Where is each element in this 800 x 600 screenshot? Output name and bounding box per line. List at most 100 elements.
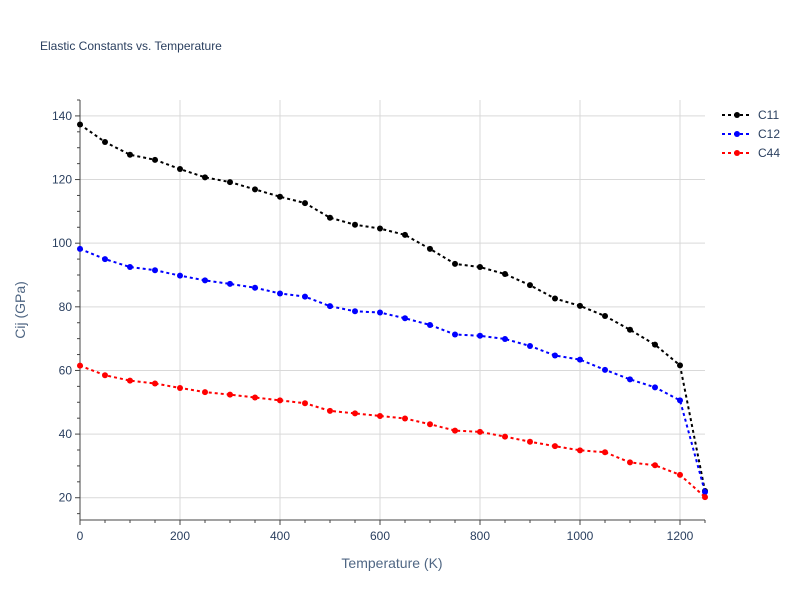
data-point-c44[interactable] — [327, 407, 333, 414]
data-point-c11[interactable] — [452, 260, 458, 267]
data-point-c44[interactable] — [677, 471, 683, 478]
data-point-c11[interactable] — [202, 174, 208, 181]
legend[interactable]: C11 C12 C44 — [722, 108, 780, 160]
data-point-c12[interactable] — [377, 309, 383, 316]
data-point-c12[interactable] — [602, 366, 608, 373]
data-point-c12[interactable] — [427, 321, 433, 328]
data-point-c44[interactable] — [427, 421, 433, 428]
data-point-c12[interactable] — [502, 335, 508, 342]
data-point-c12[interactable] — [352, 308, 358, 315]
legend-swatch-marker — [734, 112, 740, 118]
data-point-c44[interactable] — [352, 410, 358, 417]
data-point-c11[interactable] — [352, 221, 358, 228]
legend-item-c12[interactable]: C12 — [722, 127, 780, 141]
data-point-c44[interactable] — [452, 427, 458, 434]
data-point-c11[interactable] — [652, 341, 658, 348]
data-point-c12[interactable] — [452, 331, 458, 338]
data-point-c44[interactable] — [377, 412, 383, 419]
data-point-c44[interactable] — [177, 384, 183, 391]
data-point-c44[interactable] — [302, 400, 308, 407]
data-point-c44[interactable] — [202, 389, 208, 396]
series-line-c11 — [79, 123, 706, 492]
series-c11 — [77, 121, 708, 495]
axes-layer: 0 200 400 600 800 1000 1200 20 40 60 80 100 120 140 — [52, 99, 706, 543]
data-point-c11[interactable] — [127, 151, 133, 158]
legend-label: C11 — [758, 108, 779, 122]
data-point-c11[interactable] — [327, 214, 333, 221]
data-point-c11[interactable] — [477, 264, 483, 271]
data-point-c11[interactable] — [377, 225, 383, 232]
data-point-c12[interactable] — [527, 342, 533, 349]
data-point-c11[interactable] — [677, 362, 683, 369]
data-point-c44[interactable] — [652, 462, 658, 469]
legend-label: C44 — [758, 146, 780, 160]
data-point-c12[interactable] — [252, 284, 258, 291]
data-point-c12[interactable] — [477, 332, 483, 339]
x-tick-label: 400 — [270, 529, 290, 543]
data-point-c11[interactable] — [152, 156, 158, 163]
x-tick-label: 200 — [170, 529, 190, 543]
series-layer — [77, 121, 708, 501]
data-point-c11[interactable] — [502, 271, 508, 278]
data-point-c12[interactable] — [202, 277, 208, 284]
legend-swatch-marker — [734, 150, 740, 156]
data-point-c12[interactable] — [327, 303, 333, 310]
data-point-c44[interactable] — [602, 449, 608, 456]
data-point-c12[interactable] — [402, 315, 408, 322]
data-point-c44[interactable] — [227, 391, 233, 398]
data-point-c12[interactable] — [277, 290, 283, 297]
data-point-c11[interactable] — [602, 313, 608, 320]
data-point-c11[interactable] — [402, 231, 408, 238]
data-point-c44[interactable] — [102, 372, 108, 379]
data-point-c11[interactable] — [277, 193, 283, 200]
data-point-c11[interactable] — [427, 245, 433, 252]
data-point-c44[interactable] — [627, 459, 633, 466]
data-point-c11[interactable] — [302, 200, 308, 207]
data-point-c12[interactable] — [102, 256, 108, 263]
data-point-c44[interactable] — [702, 494, 708, 501]
data-point-c11[interactable] — [577, 302, 583, 309]
data-point-c12[interactable] — [577, 356, 583, 363]
data-point-c12[interactable] — [652, 384, 658, 391]
data-point-c44[interactable] — [552, 443, 558, 450]
legend-label: C12 — [758, 127, 780, 141]
data-point-c12[interactable] — [677, 397, 683, 404]
y-tick-label: 100 — [52, 236, 72, 250]
x-tick-label: 1000 — [567, 529, 594, 543]
data-point-c12[interactable] — [177, 272, 183, 279]
data-point-c44[interactable] — [477, 428, 483, 435]
data-point-c12[interactable] — [152, 267, 158, 274]
y-tick-label: 120 — [52, 173, 72, 187]
data-point-c44[interactable] — [252, 394, 258, 401]
data-point-c44[interactable] — [577, 447, 583, 454]
series-line-c12 — [79, 247, 706, 493]
series-c12 — [77, 245, 708, 495]
data-point-c44[interactable] — [277, 397, 283, 404]
data-point-c11[interactable] — [627, 326, 633, 333]
legend-item-c11[interactable]: C11 — [722, 108, 779, 122]
data-point-c12[interactable] — [227, 280, 233, 287]
data-point-c12[interactable] — [127, 264, 133, 271]
data-point-c12[interactable] — [302, 293, 308, 300]
data-point-c44[interactable] — [77, 362, 83, 369]
data-point-c12[interactable] — [627, 376, 633, 383]
data-point-c11[interactable] — [227, 179, 233, 186]
data-point-c12[interactable] — [702, 489, 708, 495]
data-point-c12[interactable] — [552, 352, 558, 359]
data-point-c11[interactable] — [77, 121, 83, 128]
data-point-c11[interactable] — [527, 282, 533, 289]
data-point-c44[interactable] — [527, 438, 533, 445]
series-c44 — [77, 362, 708, 501]
data-point-c44[interactable] — [402, 415, 408, 422]
data-point-c11[interactable] — [552, 295, 558, 302]
data-point-c11[interactable] — [102, 139, 108, 145]
data-point-c44[interactable] — [152, 380, 158, 387]
data-point-c44[interactable] — [127, 377, 133, 384]
data-point-c11[interactable] — [177, 166, 183, 173]
data-point-c44[interactable] — [502, 433, 508, 440]
data-point-c11[interactable] — [252, 186, 258, 193]
x-axis-title: Temperature (K) — [341, 555, 442, 571]
data-point-c12[interactable] — [77, 245, 83, 252]
legend-item-c44[interactable]: C44 — [722, 146, 780, 160]
